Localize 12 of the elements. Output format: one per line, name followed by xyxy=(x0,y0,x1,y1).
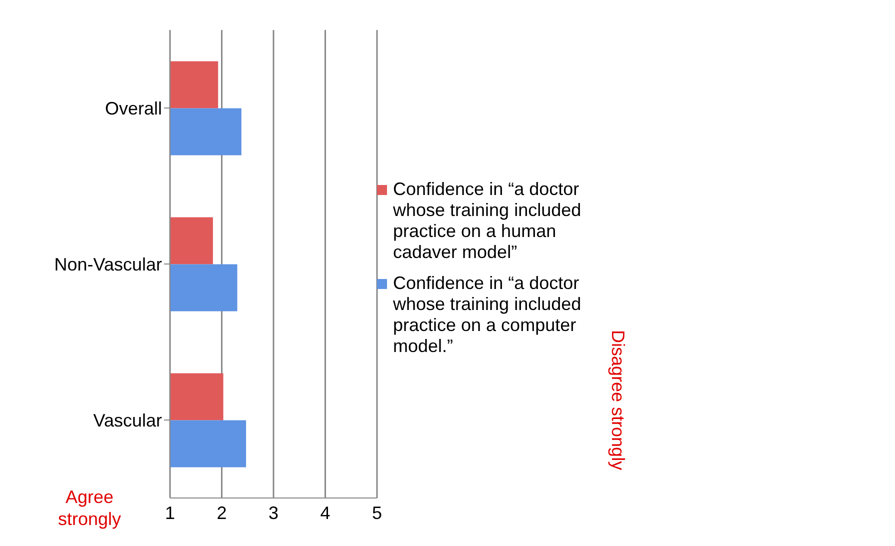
y-tick-label: Vascular xyxy=(93,410,162,430)
x-tick-label: 3 xyxy=(268,502,279,523)
legend-label: Confidence in “a doctor whose training included practice on a human cadaver model” xyxy=(393,179,582,263)
text: Agree strongly xyxy=(58,486,122,530)
x-tick-label: 2 xyxy=(216,502,227,523)
y-tick-label: Non-Vascular xyxy=(54,254,162,274)
x-tick-label: 5 xyxy=(372,502,382,523)
x-tick-label: 4 xyxy=(320,502,330,523)
y-tick-label: Overall xyxy=(104,98,162,118)
x-tick-label: 1 xyxy=(164,502,176,523)
legend-label: Confidence in “a doctor whose training included practice on a computer model.” xyxy=(393,273,582,356)
text: Disagree strongly xyxy=(607,330,628,470)
